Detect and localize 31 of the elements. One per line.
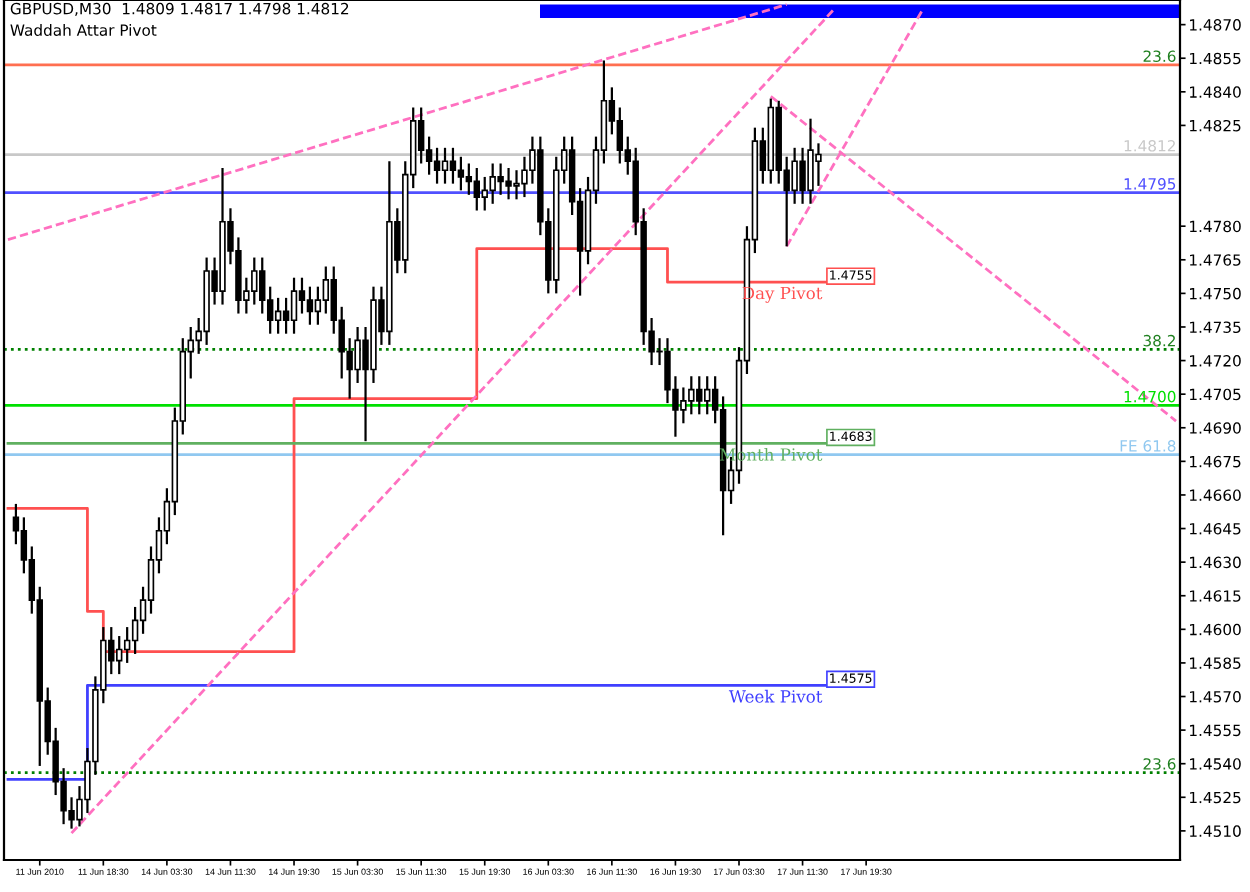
candlestick — [314, 285, 322, 326]
candlestick — [449, 146, 457, 185]
candlestick — [489, 162, 496, 205]
candlestick — [457, 155, 465, 192]
candlestick — [274, 296, 282, 335]
candlestick — [433, 146, 441, 185]
candlestick — [259, 256, 266, 315]
candlestick — [290, 276, 298, 335]
candlestick — [497, 162, 504, 196]
candlestick — [465, 162, 473, 196]
candlestick — [799, 146, 806, 205]
candlestick — [322, 265, 330, 315]
candlestick — [703, 375, 711, 416]
candlestick — [696, 375, 703, 416]
candlestick — [123, 625, 131, 665]
candlestick — [505, 166, 512, 201]
candlestick — [481, 175, 488, 212]
candlestick — [616, 106, 624, 165]
candlestick — [441, 146, 449, 185]
candlestick — [473, 166, 481, 212]
candlestick — [688, 375, 695, 416]
candlestick — [115, 634, 123, 676]
candlestick — [807, 117, 814, 205]
candlestick — [251, 256, 258, 306]
series-label: Month Pivot — [720, 447, 823, 461]
series-label: Week Pivot — [728, 689, 823, 703]
candlestick — [298, 276, 306, 315]
candlestick — [282, 296, 290, 335]
candlestick — [306, 285, 314, 326]
candlestick — [131, 605, 139, 656]
candlestick — [815, 142, 822, 187]
